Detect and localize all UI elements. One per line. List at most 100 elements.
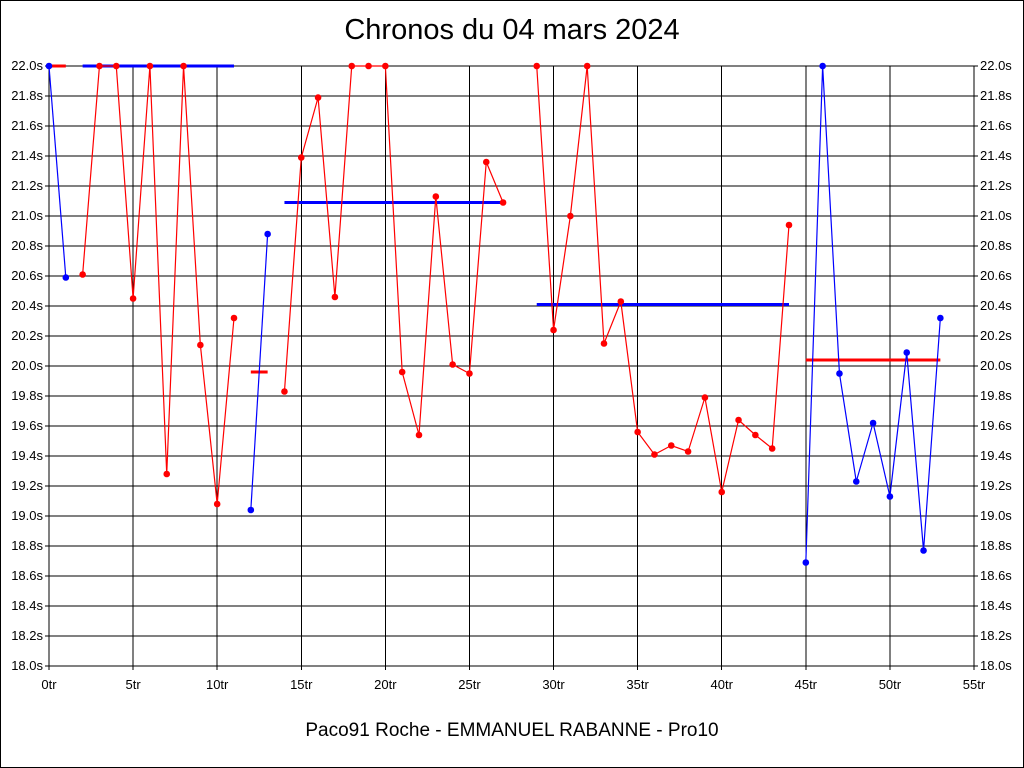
y-tick-label-left: 21.0s xyxy=(11,208,43,223)
y-tick-label-left: 19.8s xyxy=(11,388,43,403)
data-point-red xyxy=(550,326,557,334)
x-tick-label: 55tr xyxy=(963,677,986,692)
data-point-red xyxy=(331,293,339,301)
data-point-red xyxy=(398,368,406,376)
y-tick-label-left: 20.2s xyxy=(11,328,43,343)
y-axis-right: 18.0s 18.2s 18.4s 18.6s 18.8s 19.0s 19.2s 19.4s… xyxy=(980,58,1012,673)
data-point-red xyxy=(432,193,440,200)
x-tick-label: 30tr xyxy=(542,677,565,692)
y-axis-left: 18.0s 18.2s 18.4s 18.6s 18.8s 19.0s 19.2s 19.4s… xyxy=(11,58,43,673)
y-tick-label-left: 19.2s xyxy=(11,478,43,493)
grid-lines xyxy=(45,65,978,670)
y-tick-label-left: 18.4s xyxy=(11,598,43,613)
data-point-red xyxy=(651,451,658,458)
data-point-blue xyxy=(852,478,860,485)
data-point-red xyxy=(482,158,490,166)
y-tick-label-right: 20.2s xyxy=(980,328,1012,343)
x-tick-label: 0tr xyxy=(41,677,57,692)
y-tick-label-left: 18.2s xyxy=(11,628,43,643)
data-point-red xyxy=(466,370,473,377)
data-point-red xyxy=(348,62,356,70)
data-point-red xyxy=(415,431,423,439)
data-point-red xyxy=(365,62,372,70)
data-point-blue xyxy=(937,314,944,322)
data-point-red xyxy=(684,448,692,455)
y-tick-label-left: 20.8s xyxy=(11,238,43,253)
y-tick-label-right: 20.0s xyxy=(980,358,1012,373)
y-tick-label-right: 20.8s xyxy=(980,238,1012,253)
data-point-red xyxy=(213,500,221,508)
y-tick-label-right: 21.8s xyxy=(980,88,1012,103)
y-tick-label-right: 21.2s xyxy=(980,178,1012,193)
data-point-blue xyxy=(819,62,826,70)
series-line-blue xyxy=(805,65,941,563)
y-tick-label-right: 18.0s xyxy=(980,658,1012,673)
y-tick-label-right: 21.0s xyxy=(980,208,1012,223)
y-tick-label-left: 18.6s xyxy=(11,568,43,583)
y-tick-label-right: 21.6s xyxy=(980,118,1012,133)
x-tick-label: 15tr xyxy=(290,677,313,692)
y-tick-label-right: 19.0s xyxy=(980,508,1012,523)
y-tick-label-left: 19.4s xyxy=(11,448,43,463)
y-tick-label-right: 18.4s xyxy=(980,598,1012,613)
data-point-red xyxy=(768,445,776,452)
x-tick-label: 25tr xyxy=(458,677,481,692)
data-point-red xyxy=(718,488,726,496)
data-point-red xyxy=(449,361,456,368)
data-point-red xyxy=(617,298,625,305)
y-tick-label-left: 21.6s xyxy=(11,118,43,133)
x-tick-label: 35tr xyxy=(626,677,649,692)
data-point-blue xyxy=(45,62,53,70)
x-tick-label: 40tr xyxy=(711,677,734,692)
data-point-red xyxy=(752,431,759,439)
x-tick-label: 45tr xyxy=(795,677,818,692)
data-point-red xyxy=(382,62,389,70)
data-point-red xyxy=(785,221,793,229)
y-tick-label-left: 22.0s xyxy=(11,58,43,73)
y-tick-label-right: 20.6s xyxy=(980,268,1012,283)
y-tick-label-right: 18.6s xyxy=(980,568,1012,583)
y-tick-label-right: 18.2s xyxy=(980,628,1012,643)
y-tick-label-left: 18.0s xyxy=(11,658,43,673)
data-point-red xyxy=(96,62,103,70)
y-tick-label-right: 19.6s xyxy=(980,418,1012,433)
data-point-red xyxy=(735,416,742,424)
data-point-red xyxy=(583,62,591,70)
data-point-blue xyxy=(247,506,255,514)
data-point-blue xyxy=(886,493,894,500)
data-point-red xyxy=(112,62,120,70)
x-axis: 0tr 5tr 10tr 15tr 20tr 25tr 30tr 35tr 40tr 45tr 50… xyxy=(41,677,985,692)
chart-title: Chronos du 04 mars 2024 xyxy=(344,14,680,46)
y-tick-label-right: 21.4s xyxy=(980,148,1012,163)
y-tick-label-left: 21.2s xyxy=(11,178,43,193)
data-point-blue xyxy=(903,349,911,356)
data-point-red xyxy=(230,314,238,322)
data-point-red xyxy=(79,271,86,278)
data-point-red xyxy=(533,62,541,70)
data-point-red xyxy=(634,428,641,436)
data-points xyxy=(45,62,944,566)
data-point-red xyxy=(197,341,204,349)
y-tick-label-left: 19.0s xyxy=(11,508,43,523)
x-tick-label: 20tr xyxy=(374,677,397,692)
data-point-red xyxy=(600,340,608,347)
data-point-red xyxy=(146,62,154,70)
y-tick-label-left: 18.8s xyxy=(11,538,43,553)
data-point-red xyxy=(567,212,574,220)
y-tick-label-right: 18.8s xyxy=(980,538,1012,553)
series-line-red xyxy=(536,65,790,493)
data-point-blue xyxy=(869,419,877,427)
y-tick-label-left: 21.8s xyxy=(11,88,43,103)
y-tick-label-left: 20.4s xyxy=(11,298,43,313)
data-point-red xyxy=(701,394,709,401)
x-tick-label: 5tr xyxy=(126,677,142,692)
series-line-red xyxy=(82,65,235,505)
data-point-blue xyxy=(802,559,810,566)
y-tick-label-left: 20.6s xyxy=(11,268,43,283)
y-tick-label-left: 21.4s xyxy=(11,148,43,163)
data-point-red xyxy=(163,470,171,478)
y-tick-label-left: 20.0s xyxy=(11,358,43,373)
average-lines xyxy=(49,64,941,374)
data-point-red xyxy=(314,94,322,101)
